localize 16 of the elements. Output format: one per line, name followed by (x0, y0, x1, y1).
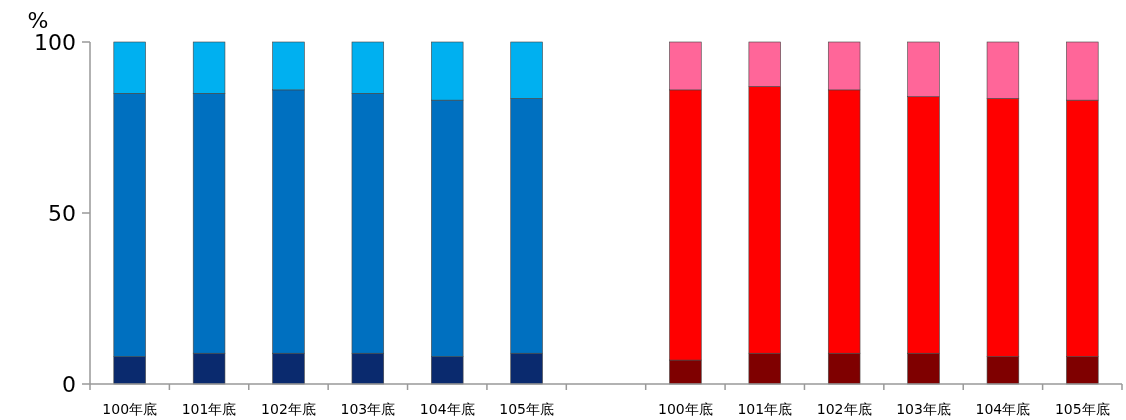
x-tick-label: 101年底 (181, 401, 237, 417)
x-tick-label: 102年底 (261, 401, 316, 417)
x-tick-label: 101年底 (737, 401, 793, 417)
x-tick-label: 104年底 (975, 401, 1031, 417)
x-tick-label: 100年底 (658, 401, 713, 417)
x-tick-label: 104年底 (419, 401, 475, 417)
y-axis-title: % (27, 8, 49, 33)
y-tick-label: 100 (34, 30, 76, 55)
x-tick-label: 102年底 (816, 401, 872, 417)
x-tick-label: 105年底 (499, 401, 554, 417)
x-tick-label: 105年底 (1054, 401, 1110, 417)
x-tick-label: 103年底 (896, 401, 951, 417)
y-tick-label: 0 (62, 372, 76, 397)
x-tick-label: 103年底 (340, 401, 396, 417)
y-tick-label: 50 (48, 201, 76, 226)
x-tick-label: 100年底 (102, 401, 158, 417)
